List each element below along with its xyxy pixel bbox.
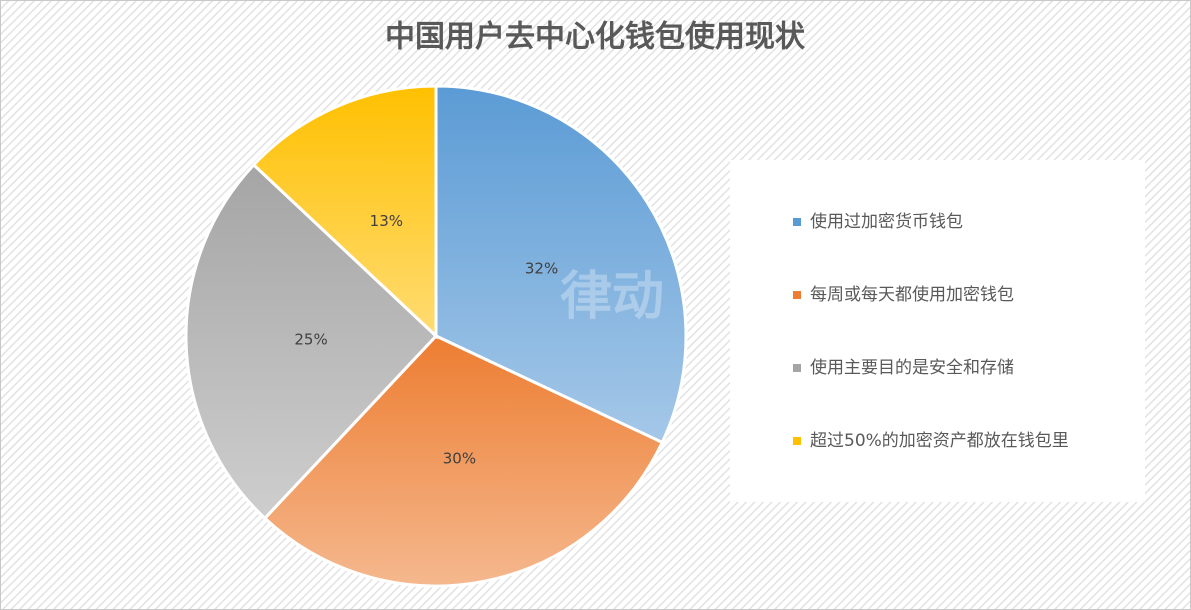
pie-slice: [251, 84, 438, 340]
legend-marker: [793, 364, 801, 372]
watermark: 律动: [560, 267, 664, 327]
data-label: 13%: [370, 212, 403, 230]
chart-title: 中国用户去中心化钱包使用现状: [385, 20, 806, 55]
data-label: 30%: [443, 449, 476, 467]
legend-marker: [793, 291, 801, 299]
legend-marker: [793, 218, 801, 226]
pie-slice: [434, 84, 688, 445]
pie-slice: [184, 162, 439, 521]
data-label: 25%: [294, 330, 327, 348]
pie-slice: [262, 334, 665, 588]
legend-label: 使用过加密货币钱包: [810, 211, 963, 232]
legend-label: 使用主要目的是安全和存储: [810, 357, 1014, 378]
legend-label: 每周或每天都使用加密钱包: [810, 284, 1014, 305]
legend-marker: [793, 437, 801, 445]
data-label: 32%: [525, 260, 558, 278]
legend-label: 超过50%的加密资产都放在钱包里: [810, 431, 1069, 451]
